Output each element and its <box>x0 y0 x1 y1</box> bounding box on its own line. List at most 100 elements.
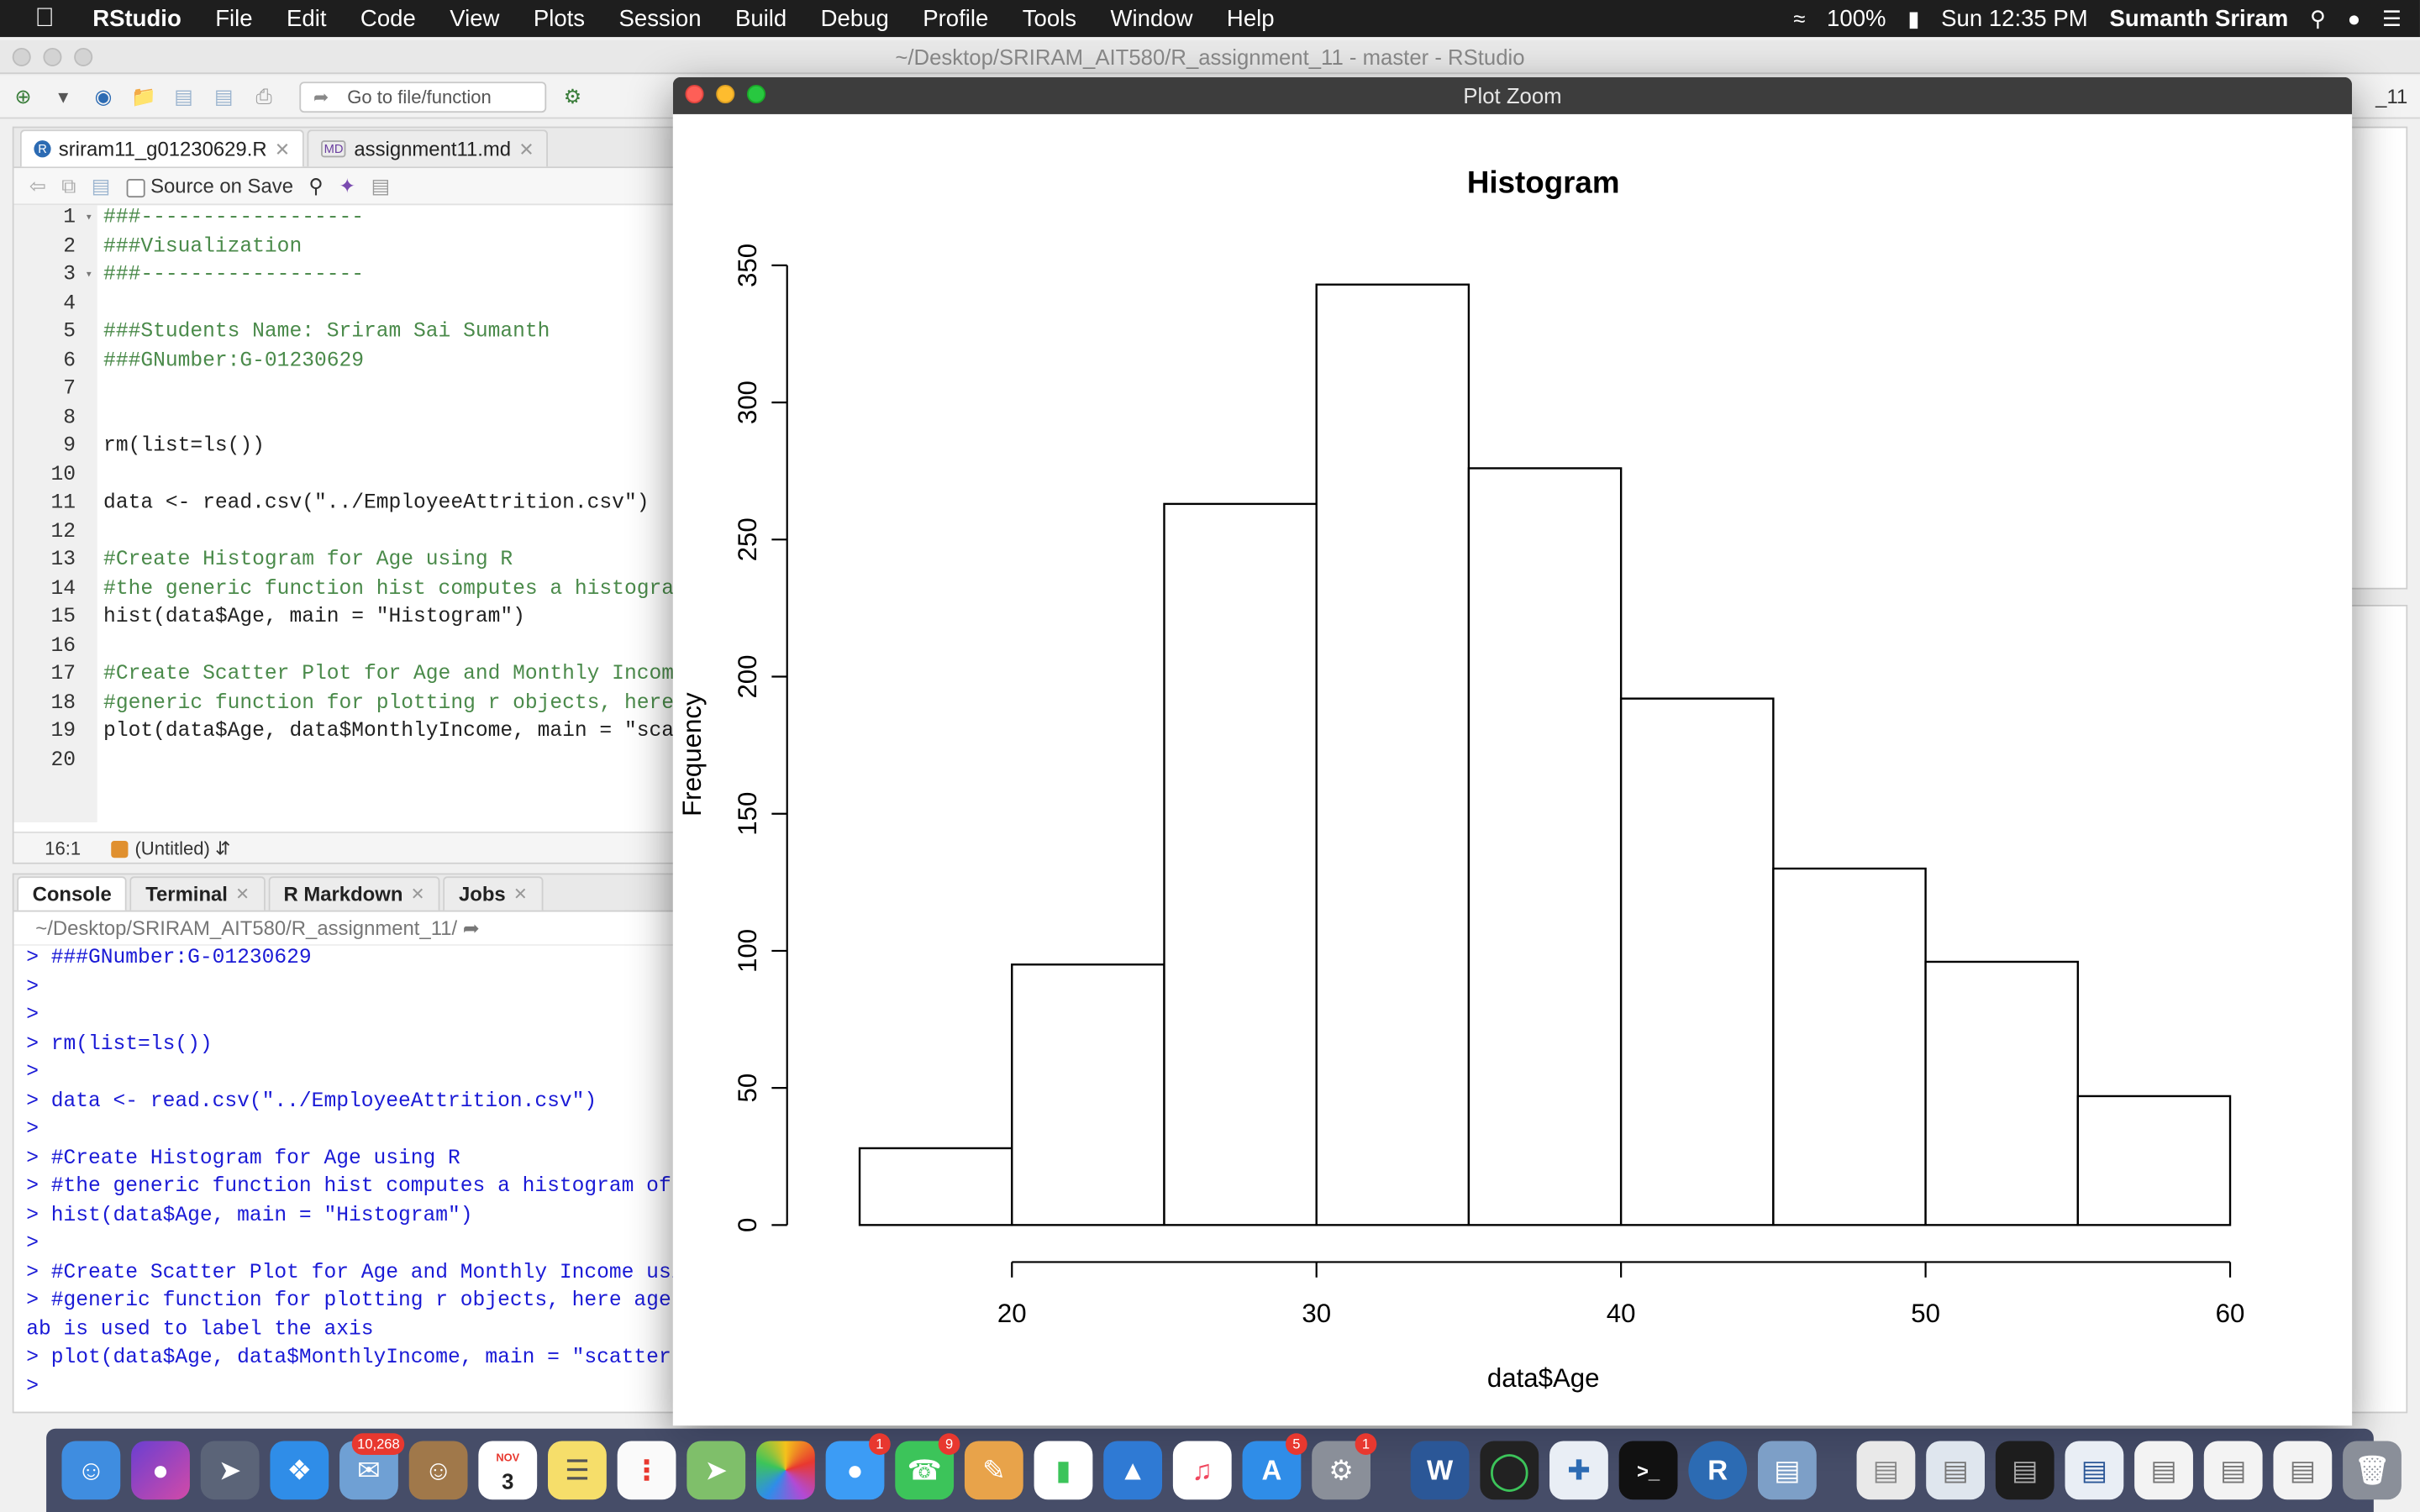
code-line[interactable]: rm(list=ls()) <box>103 434 265 459</box>
close-tab-icon[interactable]: ✕ <box>518 138 534 160</box>
code-line[interactable] <box>103 748 690 776</box>
code-line[interactable]: #Create Scatter Plot for Age and Monthly… <box>103 663 687 687</box>
code-line[interactable]: plot(data$Age, data$MonthlyIncome, main … <box>103 720 687 744</box>
close-tab-icon[interactable]: ✕ <box>513 885 528 905</box>
code-lines[interactable]: ###------------------ ###Visualization ###… <box>103 205 690 776</box>
siri-app-icon[interactable]: ● <box>131 1441 190 1500</box>
menu-profile[interactable]: Profile <box>923 5 989 32</box>
zoom-maximize-button[interactable] <box>746 85 766 104</box>
save-icon[interactable]: ▤ <box>174 84 193 108</box>
wifi-icon[interactable]: ≈ <box>1793 6 1806 31</box>
menu-session[interactable]: Session <box>618 5 702 32</box>
code-editor[interactable]: 1 ▾ 2 3 ▾ 4 5 6 7 8 9 10 11 12 13 14 15 16 17 18 19 20 ###---… <box>13 205 690 822</box>
zoom-close-button[interactable] <box>685 85 704 104</box>
calendar-icon[interactable]: NOV 3 <box>478 1441 538 1500</box>
go-to-dir-icon[interactable]: ➦ <box>462 916 480 940</box>
battery-icon[interactable]: ▮ <box>1907 5 1920 30</box>
new-project-icon[interactable]: ◉ <box>94 84 113 108</box>
console-output[interactable]: > ###GNumber:G-01230629 > > > rm(list=ls())… <box>14 946 690 1409</box>
close-tab-icon[interactable]: ✕ <box>235 885 250 905</box>
tab-markdown[interactable]: MD assignment11.md ✕ <box>307 129 549 167</box>
code-line[interactable] <box>103 462 690 491</box>
notification-center-icon[interactable]: ☰ <box>2381 5 2402 30</box>
maps-icon[interactable]: ➤ <box>687 1441 746 1500</box>
mail-icon[interactable]: ✉ 10,268 <box>339 1433 405 1500</box>
compile-report-icon[interactable]: ▤ <box>371 173 391 197</box>
find-replace-icon[interactable]: ⚲ <box>308 173 324 197</box>
recent-document-icon[interactable]: ▤ <box>1856 1441 1916 1500</box>
menu-build[interactable]: Build <box>734 5 787 32</box>
console-working-dir[interactable]: ~/Desktop/SRIRAM_AIT580/R_assignment_11/… <box>13 911 691 946</box>
menu-app-name[interactable]: RStudio <box>92 5 182 32</box>
notes-icon[interactable]: ☰ <box>548 1441 607 1500</box>
user-name[interactable]: Sumanth Sriram <box>2109 5 2289 32</box>
tab-jobs[interactable]: Jobs ✕ <box>443 876 544 911</box>
show-in-window-icon[interactable]: ⧉ <box>61 173 76 197</box>
rstudio-minimize-button[interactable] <box>43 47 62 66</box>
rstudio-close-button[interactable] <box>12 47 31 66</box>
scope-selector[interactable]: (Untitled) ⇵ <box>111 837 230 858</box>
save-all-icon[interactable]: ▤ <box>214 84 234 108</box>
preview-icon[interactable]: ▤ <box>1758 1441 1817 1500</box>
back-icon[interactable]: ⇦ <box>29 173 46 197</box>
code-tools-wand-icon[interactable]: ✦ <box>339 173 356 197</box>
word-icon[interactable]: W <box>1410 1441 1470 1500</box>
code-line[interactable]: ###------------------ <box>103 264 365 287</box>
menu-help[interactable]: Help <box>1226 5 1275 32</box>
facetime-icon[interactable]: ☎ 9 <box>895 1433 960 1500</box>
menu-code[interactable]: Code <box>360 5 416 32</box>
code-line[interactable]: #generic function for plotting r objects… <box>103 691 675 716</box>
reminders-icon[interactable]: ⋮ <box>617 1441 676 1500</box>
spotlight-search-icon[interactable]: ⚲ <box>2309 5 2326 30</box>
menu-window[interactable]: Window <box>1110 5 1193 32</box>
battery-percent[interactable]: 100% <box>1827 5 1886 32</box>
code-line[interactable] <box>103 405 690 433</box>
tab-terminal[interactable]: Terminal ✕ <box>129 876 266 911</box>
clock[interactable]: Sun 12:35 PM <box>1941 5 2088 32</box>
close-tab-icon[interactable]: ✕ <box>274 138 291 160</box>
menu-tools[interactable]: Tools <box>1022 5 1077 32</box>
apple-menu-icon[interactable]:  <box>0 3 90 34</box>
menu-file[interactable]: File <box>215 5 253 32</box>
code-line[interactable]: hist(data$Age, main = "Histogram") <box>103 606 525 630</box>
source-on-save-checkbox[interactable] <box>125 178 145 197</box>
messages-icon[interactable]: ● 1 <box>825 1433 891 1500</box>
tableau-icon[interactable]: ✚ <box>1549 1441 1608 1500</box>
fold-toggle-icon[interactable]: ▾ <box>85 268 93 283</box>
code-line[interactable]: ###------------------ <box>103 207 365 230</box>
pages-icon[interactable]: ✎ <box>964 1441 1023 1500</box>
project-menu[interactable]: _11 <box>2375 85 2408 108</box>
launchpad-icon[interactable]: ➤ <box>200 1441 260 1500</box>
code-line[interactable]: ###GNumber:G-01230629 <box>103 349 365 373</box>
editor-save-icon[interactable]: ▤ <box>91 173 111 197</box>
safari-icon[interactable]: ❖ <box>270 1441 329 1500</box>
code-line[interactable]: data <- read.csv("../EmployeeAttrition.c… <box>103 491 650 516</box>
minimized-doc-icon[interactable]: ▤ <box>2203 1441 2263 1500</box>
music-icon[interactable]: ♫ <box>1172 1441 1232 1500</box>
menu-edit[interactable]: Edit <box>287 5 327 32</box>
menu-plots[interactable]: Plots <box>533 5 586 32</box>
menu-view[interactable]: View <box>450 5 500 32</box>
minimized-window-icon[interactable]: ▤ <box>1926 1441 1985 1500</box>
r-app-icon[interactable]: R <box>1688 1441 1748 1500</box>
code-line[interactable]: #the generic function hist computes a hi… <box>103 577 687 601</box>
menu-debug[interactable]: Debug <box>820 5 889 32</box>
code-line[interactable] <box>103 633 690 662</box>
finder-icon[interactable]: ☺ <box>61 1441 121 1500</box>
addins-icon[interactable]: ⚙ <box>563 84 582 108</box>
terminal-icon[interactable]: >_ <box>1618 1441 1678 1500</box>
fold-toggle-icon[interactable]: ▾ <box>85 211 93 226</box>
code-line[interactable] <box>103 376 690 405</box>
goto-file-input[interactable]: ➦ Go to file/function <box>299 81 547 113</box>
new-file-dropdown-icon[interactable]: ▾ <box>58 84 69 108</box>
code-line[interactable] <box>103 519 690 548</box>
close-tab-icon[interactable]: ✕ <box>410 885 425 905</box>
numbers-icon[interactable]: ▮ <box>1034 1441 1093 1500</box>
new-file-icon[interactable]: ⊕ <box>14 84 32 108</box>
keynote-icon[interactable]: ▲ <box>1103 1441 1163 1500</box>
code-line[interactable]: #Create Histogram for Age using R <box>103 549 513 573</box>
siri-icon[interactable]: ● <box>2347 6 2361 31</box>
minimized-terminal-icon[interactable]: ▤ <box>1995 1441 2054 1500</box>
open-file-icon[interactable]: 📁 <box>130 84 156 108</box>
